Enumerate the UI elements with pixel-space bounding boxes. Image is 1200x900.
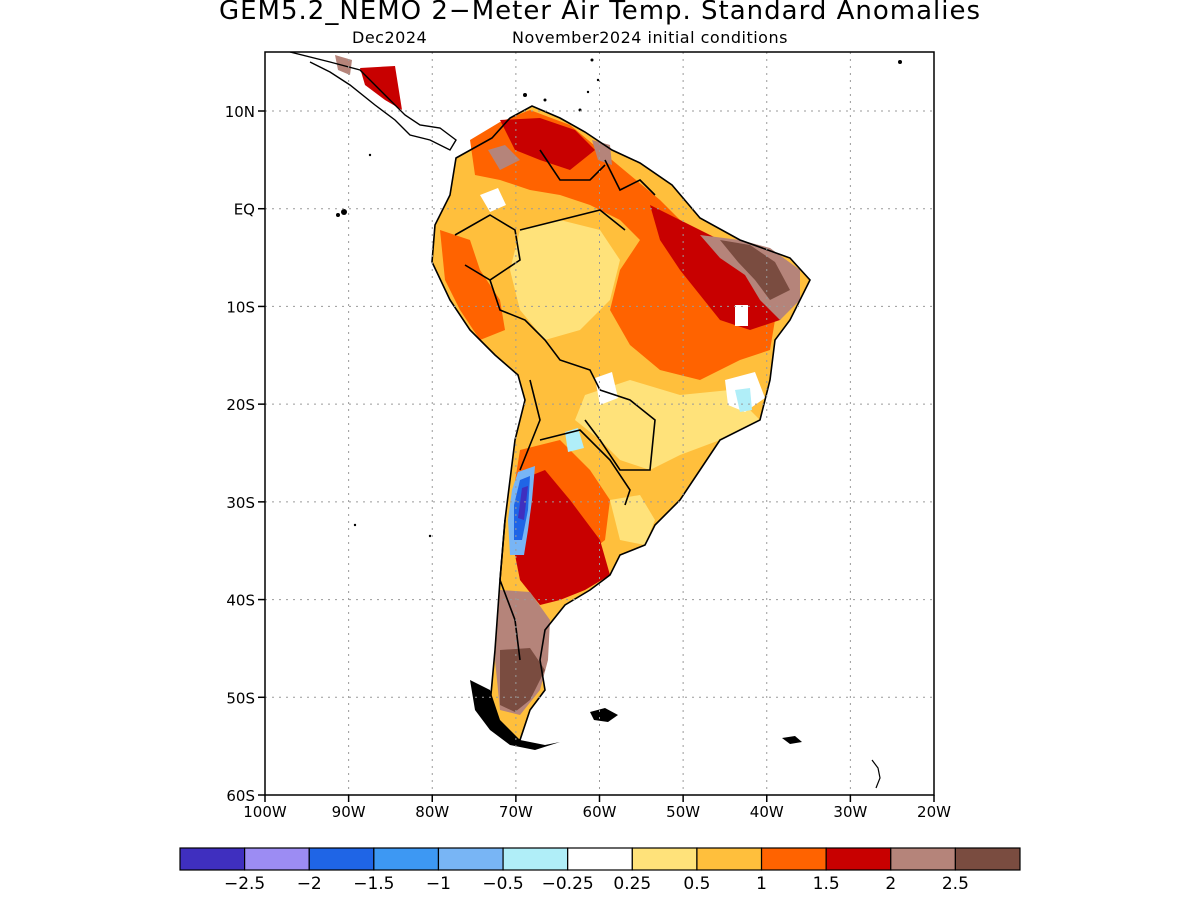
map-area xyxy=(289,52,902,789)
lon-tick-label: 20W xyxy=(917,803,951,821)
anomaly-0.5-amazon xyxy=(510,220,620,340)
colorbar-label: 1 xyxy=(756,874,767,894)
lat-tick-label: 40S xyxy=(226,592,255,610)
colorbar-label: 1.5 xyxy=(813,874,840,894)
tierra-del-fuego-coast xyxy=(470,680,560,750)
lon-tick-label: 100W xyxy=(243,803,287,821)
colorbar-swatch xyxy=(567,847,633,871)
country-borders xyxy=(431,105,811,741)
colorbar-label: 0.5 xyxy=(683,874,710,894)
colorbar-label: 0.25 xyxy=(613,874,651,894)
colorbar-swatch xyxy=(437,847,504,871)
anomaly-2-north xyxy=(500,118,595,170)
lat-tick-label: 10N xyxy=(225,103,255,121)
lat-tick-label: 10S xyxy=(226,298,255,316)
lat-tick-label: 20S xyxy=(226,396,255,414)
lat-tick-label: 60S xyxy=(226,787,255,805)
colorbar-label: −1 xyxy=(426,874,451,894)
colorbar-label: 2 xyxy=(885,874,896,894)
falkland-islands xyxy=(590,708,618,722)
colorbar-swatch xyxy=(631,847,698,871)
lon-tick-label: 30W xyxy=(833,803,867,821)
south-sandwich xyxy=(871,759,881,789)
colorbar-label: −1.5 xyxy=(353,874,394,894)
colorbar-label: −2.5 xyxy=(224,874,265,894)
colorbar: −2.5 −2 −1.5 −1 −0.5 −0.25 0.25 0.5 1 1.5 2 2.5 xyxy=(179,847,1021,894)
lon-tick-label: 50W xyxy=(666,803,700,821)
lon-tick-label: 70W xyxy=(499,803,533,821)
colorbar-swatch xyxy=(760,847,827,871)
colorbar-swatch xyxy=(954,847,1021,871)
neutral-spot-bolivia xyxy=(595,372,618,405)
anomaly-2-patagonia xyxy=(510,470,610,605)
colorbar-label: 2.5 xyxy=(942,874,969,894)
south-georgia xyxy=(782,736,802,744)
colorbar-label: −2 xyxy=(297,874,322,894)
initial-conditions: November2024 initial conditions xyxy=(512,28,788,47)
map-gridlines xyxy=(265,52,934,795)
anomaly-2-northeast xyxy=(650,205,795,330)
lat-tick-label: 30S xyxy=(226,494,255,512)
cyan-spot-east xyxy=(735,388,752,412)
anomaly-0.5-south xyxy=(610,495,655,545)
colorbar-swatch xyxy=(179,847,246,871)
colorbar-swatch xyxy=(502,847,569,871)
anomaly-3-northeast-core xyxy=(720,240,790,300)
anomaly-0.5-central xyxy=(575,380,760,470)
caribbean-islands xyxy=(336,58,902,538)
colorbar-swatch xyxy=(244,847,310,871)
lon-tick-label: 40W xyxy=(750,803,784,821)
anomaly-1.5-west xyxy=(440,230,505,340)
colorbar-swatch xyxy=(890,847,956,871)
colorbar-swatch xyxy=(308,847,375,871)
lon-tick-label: 80W xyxy=(415,803,449,821)
cyan-spot-paraguay xyxy=(565,428,584,452)
colorbar-label: −0.25 xyxy=(542,874,594,894)
lat-tick-label: 50S xyxy=(226,689,255,707)
map-title: GEM5.2_NEMO 2−Meter Air Temp. Standard A… xyxy=(218,0,982,26)
central-america-outline xyxy=(289,52,457,151)
lat-tick-label: EQ xyxy=(234,201,255,219)
forecast-month: Dec2024 xyxy=(352,28,428,47)
lon-tick-label: 90W xyxy=(332,803,366,821)
anomaly-2.5-northeast xyxy=(700,235,800,320)
anomaly-1.5-north xyxy=(470,110,775,380)
anomaly-2-central-america xyxy=(360,66,402,110)
colorbar-swatch xyxy=(825,847,892,871)
colorbar-label: −0.5 xyxy=(482,874,523,894)
neutral-spot-colombia xyxy=(480,188,506,212)
colorbar-swatch xyxy=(373,847,440,871)
neutral-spot-brazil xyxy=(735,305,748,326)
cold-anomaly-andes-peak xyxy=(518,486,528,520)
lon-tick-label: 60W xyxy=(583,803,617,821)
anomaly-3-tierra-del-fuego xyxy=(500,648,545,712)
colorbar-swatch xyxy=(696,847,763,871)
anomaly-2.5-venezuela xyxy=(488,145,520,170)
